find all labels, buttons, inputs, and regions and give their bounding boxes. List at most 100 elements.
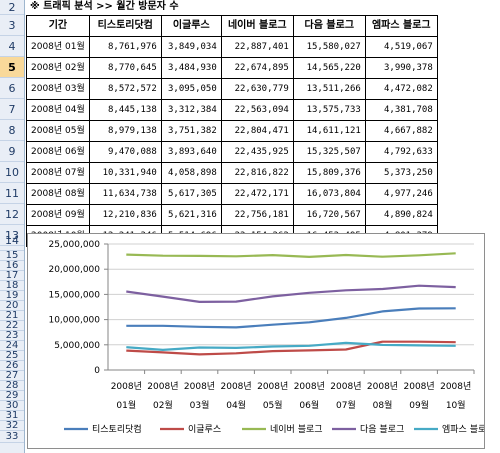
period-cell[interactable]: 2008년 06월	[26, 141, 90, 163]
value-cell[interactable]: 22,630,779	[220, 78, 294, 100]
row-number[interactable]: 20	[5, 300, 19, 311]
value-cell[interactable]: 15,325,507	[292, 141, 366, 163]
column-header[interactable]: 네이버 블로그	[220, 15, 294, 37]
period-cell[interactable]: 2008년 07월	[26, 162, 90, 184]
period-cell[interactable]: 2008년 02월	[26, 57, 90, 79]
row-number[interactable]: 10	[5, 166, 19, 179]
value-cell[interactable]: 5,373,250	[364, 162, 438, 184]
value-cell[interactable]: 4,472,082	[364, 78, 438, 100]
row-number[interactable]: 28	[5, 380, 19, 391]
value-cell[interactable]: 8,572,572	[88, 78, 162, 100]
value-cell[interactable]: 12,210,836	[88, 204, 162, 226]
value-cell[interactable]: 3,849,034	[160, 36, 222, 58]
column-header[interactable]: 이글루스	[160, 15, 222, 37]
row-number[interactable]: 33	[5, 431, 19, 442]
row-number[interactable]: 27	[5, 370, 19, 381]
value-cell[interactable]: 22,816,822	[220, 162, 294, 184]
row-number[interactable]: 5	[0, 57, 24, 78]
row-divider	[0, 430, 24, 431]
value-cell[interactable]: 8,979,138	[88, 120, 162, 142]
row-number[interactable]: 16	[5, 260, 19, 271]
value-cell[interactable]: 3,893,640	[160, 141, 222, 163]
row-divider	[0, 250, 24, 251]
value-cell[interactable]: 8,770,645	[88, 57, 162, 79]
row-number[interactable]: 29	[5, 390, 19, 401]
value-cell[interactable]: 22,674,895	[220, 57, 294, 79]
value-cell[interactable]: 3,990,378	[364, 57, 438, 79]
value-cell[interactable]: 22,563,094	[220, 99, 294, 121]
period-cell[interactable]: 2008년 05월	[26, 120, 90, 142]
row-number[interactable]: 23	[5, 330, 19, 341]
value-cell[interactable]: 4,977,246	[364, 183, 438, 205]
x-tick-label: 2008년	[111, 381, 142, 392]
column-header[interactable]: 티스토리닷컴	[88, 15, 162, 37]
chart-area[interactable]: 0 5,000,000 10,000,000 15,000,000 20,000,000…	[27, 233, 495, 449]
value-cell[interactable]: 3,312,384	[160, 99, 222, 121]
value-cell[interactable]: 4,792,633	[364, 141, 438, 163]
period-cell[interactable]: 2008년 09월	[26, 204, 90, 226]
value-cell[interactable]: 5,617,305	[160, 183, 222, 205]
value-cell[interactable]: 15,809,376	[292, 162, 366, 184]
value-cell[interactable]: 14,611,121	[292, 120, 366, 142]
value-cell[interactable]: 4,890,824	[364, 204, 438, 226]
row-number[interactable]: 26	[5, 360, 19, 371]
row-divider	[0, 300, 24, 301]
row-number[interactable]: 21	[5, 310, 19, 321]
value-cell[interactable]: 3,484,930	[160, 57, 222, 79]
row-number[interactable]: 2	[8, 1, 16, 14]
x-tick-label: 2008년	[294, 381, 325, 392]
row-number[interactable]: 18	[5, 280, 19, 291]
column-header[interactable]: 다음 블로그	[292, 15, 366, 37]
value-cell[interactable]: 3,751,382	[160, 120, 222, 142]
period-cell[interactable]: 2008년 03월	[26, 78, 90, 100]
value-cell[interactable]: 14,565,220	[292, 57, 366, 79]
row-number[interactable]: 8	[8, 124, 16, 137]
period-cell[interactable]: 2008년 04월	[26, 99, 90, 121]
value-cell[interactable]: 16,720,567	[292, 204, 366, 226]
period-cell[interactable]: 2008년 08월	[26, 183, 90, 205]
value-cell[interactable]: 22,435,925	[220, 141, 294, 163]
column-header[interactable]: 기간	[26, 15, 90, 37]
value-cell[interactable]: 8,761,976	[88, 36, 162, 58]
row-number[interactable]: 11	[5, 187, 19, 200]
value-cell[interactable]: 22,756,181	[220, 204, 294, 226]
value-cell[interactable]: 8,445,138	[88, 99, 162, 121]
row-number[interactable]: 6	[8, 82, 16, 95]
row-number[interactable]: 24	[5, 340, 19, 351]
period-cell[interactable]: 2008년 01월	[26, 36, 90, 58]
value-cell[interactable]: 15,580,027	[292, 36, 366, 58]
value-cell[interactable]: 3,095,050	[160, 78, 222, 100]
value-cell[interactable]: 22,887,401	[220, 36, 294, 58]
row-number[interactable]: 31	[5, 410, 19, 421]
row-number[interactable]: 25	[5, 350, 19, 361]
row-number[interactable]: 3	[8, 19, 16, 32]
value-cell[interactable]: 22,472,171	[220, 183, 294, 205]
row-number[interactable]: 30	[5, 400, 19, 411]
row-number[interactable]: 19	[5, 290, 19, 301]
row-number[interactable]: 15	[5, 250, 19, 261]
value-cell[interactable]: 22,804,471	[220, 120, 294, 142]
value-cell[interactable]: 4,667,882	[364, 120, 438, 142]
y-tick-label: 0	[94, 366, 100, 376]
row-number[interactable]: 17	[5, 270, 19, 281]
value-cell[interactable]: 4,058,898	[160, 162, 222, 184]
row-number[interactable]: 13	[5, 229, 19, 242]
row-number[interactable]: 22	[5, 320, 19, 331]
row-number[interactable]: 9	[8, 145, 16, 158]
column-header[interactable]: 엠파스 블로그	[364, 15, 438, 37]
value-cell[interactable]: 13,511,266	[292, 78, 366, 100]
value-cell[interactable]: 5,621,316	[160, 204, 222, 226]
row-number[interactable]: 12	[5, 208, 19, 221]
value-cell[interactable]: 13,575,733	[292, 99, 366, 121]
value-cell[interactable]: 9,470,088	[88, 141, 162, 163]
row-number[interactable]: 4	[8, 40, 16, 53]
value-cell[interactable]: 16,073,804	[292, 183, 366, 205]
row-number[interactable]: 7	[8, 103, 16, 116]
row-number[interactable]: 14	[5, 234, 19, 247]
row-divider	[0, 270, 24, 271]
value-cell[interactable]: 11,634,738	[88, 183, 162, 205]
row-number[interactable]: 32	[5, 420, 19, 431]
value-cell[interactable]: 4,519,067	[364, 36, 438, 58]
value-cell[interactable]: 4,381,708	[364, 99, 438, 121]
value-cell[interactable]: 10,331,940	[88, 162, 162, 184]
